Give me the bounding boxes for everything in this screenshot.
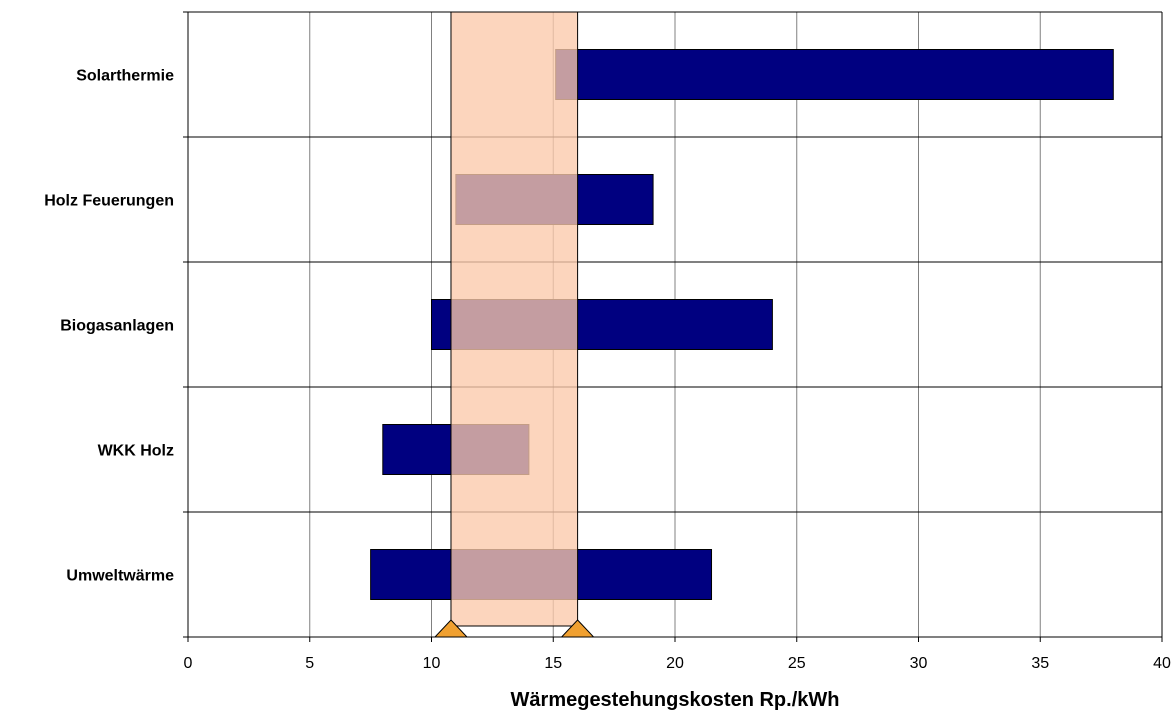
x-tick-label: 5	[305, 655, 314, 672]
x-tick-label: 10	[423, 655, 441, 672]
category-label: Solarthermie	[76, 68, 174, 85]
category-label: WKK Holz	[98, 443, 174, 460]
category-label: Biogasanlagen	[60, 318, 174, 335]
x-tick-label: 25	[788, 655, 806, 672]
axes	[183, 11, 1163, 642]
category-label: Holz Feuerungen	[44, 193, 174, 210]
x-tick-labels: 0 5 10 15 20 25 30 35 40	[184, 655, 1171, 672]
category-label: Umweltwärme	[66, 568, 174, 585]
x-tick-label: 30	[910, 655, 928, 672]
x-tick-label: 20	[666, 655, 684, 672]
x-tick-label: 35	[1031, 655, 1049, 672]
range-bar-solarthermie	[555, 49, 1114, 100]
reference-band	[433, 11, 595, 638]
x-axis-title: Wärmegestehungskosten Rp./kWh	[511, 689, 840, 711]
x-tick-label: 0	[184, 655, 193, 672]
reference-band-rect	[450, 11, 579, 627]
x-tick-label: 15	[544, 655, 562, 672]
x-tick-label: 40	[1153, 655, 1171, 672]
category-labels: Solarthermie Holz Feuerungen Biogasanlagen…	[44, 68, 174, 585]
